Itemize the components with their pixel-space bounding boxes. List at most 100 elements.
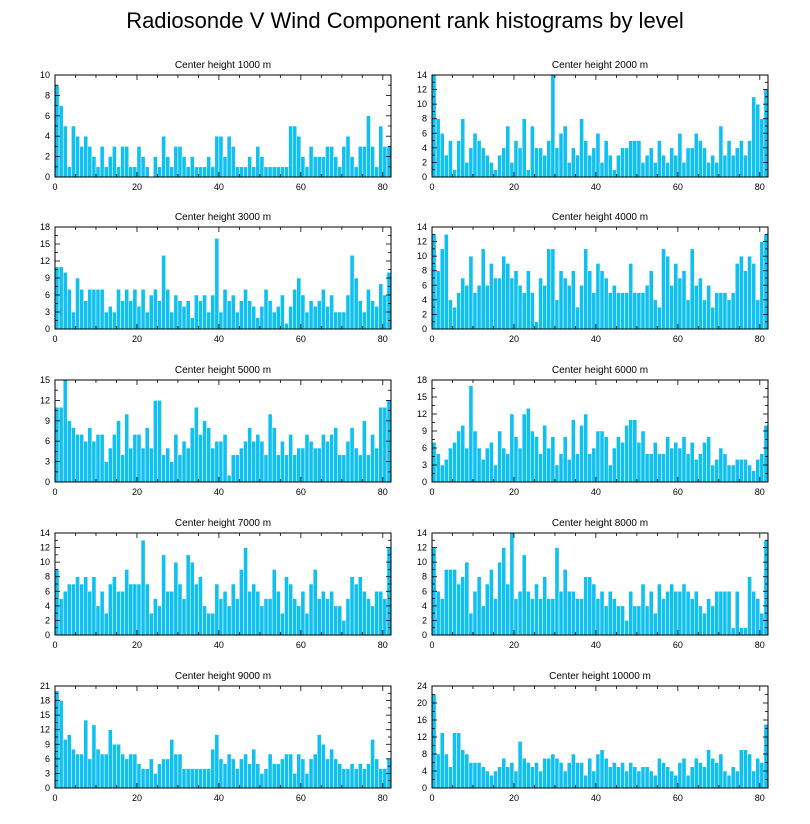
histogram-bar xyxy=(189,768,195,789)
histogram-bar xyxy=(108,729,113,789)
histogram-bar xyxy=(587,758,593,789)
histogram-bar xyxy=(644,154,650,178)
histogram-bar xyxy=(628,419,634,483)
y-tick-label: 9 xyxy=(422,426,427,436)
histogram-bar xyxy=(349,427,355,483)
histogram-bar xyxy=(337,166,343,178)
histogram-bar xyxy=(177,753,183,789)
histogram-bar xyxy=(439,248,445,330)
histogram-bar xyxy=(726,140,732,178)
histogram-bar xyxy=(571,147,576,178)
histogram-bar xyxy=(558,453,564,483)
x-tick-label: 0 xyxy=(52,182,57,192)
histogram-bar xyxy=(444,154,449,178)
histogram-bar xyxy=(79,434,84,483)
histogram-bar xyxy=(321,591,326,636)
histogram-bar xyxy=(501,758,507,789)
histogram-bar xyxy=(763,724,769,789)
histogram-bar xyxy=(206,427,211,483)
histogram-bar xyxy=(136,306,142,330)
histogram-bar xyxy=(665,436,670,483)
panel-title: Center height 7000 m xyxy=(175,518,271,529)
histogram-bar xyxy=(112,146,117,178)
histogram-bar xyxy=(644,766,650,789)
histogram-bar xyxy=(71,427,76,483)
histogram-bar xyxy=(747,464,752,483)
histogram-bar xyxy=(669,447,675,483)
histogram-bar xyxy=(620,762,625,789)
histogram-bar xyxy=(206,311,211,330)
histogram-bar xyxy=(493,770,498,789)
histogram-bar xyxy=(710,605,715,636)
histogram-bar xyxy=(480,766,486,789)
histogram-bar xyxy=(226,753,232,789)
histogram-bar xyxy=(706,436,711,483)
histogram-bar xyxy=(530,766,535,789)
histogram-bar xyxy=(239,569,244,636)
histogram-bar xyxy=(226,474,232,483)
x-tick-label: 60 xyxy=(296,334,306,344)
x-tick-label: 80 xyxy=(378,793,388,803)
histogram-bar xyxy=(530,125,535,178)
histogram-bar xyxy=(702,612,707,636)
histogram-bar xyxy=(730,154,736,178)
histogram-bar xyxy=(501,255,507,330)
histogram-bar xyxy=(591,447,597,483)
histogram-bar xyxy=(280,166,285,178)
histogram-bar xyxy=(693,285,699,330)
histogram-bar xyxy=(87,591,93,636)
histogram-bar xyxy=(476,447,482,483)
histogram-bar xyxy=(370,146,375,178)
histogram-bar xyxy=(218,598,224,636)
histogram-bar xyxy=(124,758,130,789)
y-tick-label: 6 xyxy=(422,443,427,453)
panel-title: Center height 4000 m xyxy=(552,212,648,223)
y-tick-label: 8 xyxy=(422,572,427,582)
histogram-bar xyxy=(685,775,691,789)
y-tick-label: 15 xyxy=(40,375,50,385)
histogram-bar xyxy=(632,605,638,636)
x-tick-label: 40 xyxy=(591,334,601,344)
histogram-bar xyxy=(329,748,334,789)
histogram-bar xyxy=(538,770,543,789)
histogram-bar xyxy=(112,311,117,330)
histogram-bar xyxy=(194,166,199,178)
histogram-bar xyxy=(120,753,125,789)
y-tick-label: 9 xyxy=(45,739,50,749)
histogram-panel-9: Center height 9000 m 0 20 40 60 80 0 3 6 9 12 15 18 2… xyxy=(40,671,392,803)
histogram-bar xyxy=(571,419,576,483)
histogram-bar xyxy=(144,583,150,636)
histogram-bar xyxy=(452,442,457,483)
histogram-bar xyxy=(239,166,244,178)
histogram-bar xyxy=(198,434,203,483)
histogram-bar xyxy=(87,146,93,178)
histogram-bar xyxy=(591,770,597,789)
histogram-bar xyxy=(333,156,338,178)
histogram-bar xyxy=(513,436,519,483)
y-tick-label: 3 xyxy=(422,460,427,470)
histogram-bar xyxy=(300,156,306,178)
y-tick-label: 2 xyxy=(422,309,427,319)
histogram-bar xyxy=(321,744,326,789)
histogram-bar xyxy=(271,427,277,483)
histogram-bar xyxy=(120,591,125,636)
histogram-bar xyxy=(280,758,285,789)
histogram-bar xyxy=(472,430,478,483)
histogram-panel-4: Center height 4000 m 0 20 40 60 80 0 2 4 6 8 10 12 14 xyxy=(417,212,769,344)
histogram-bar xyxy=(575,154,580,178)
histogram-bar xyxy=(161,554,166,636)
histogram-bar xyxy=(706,749,711,789)
histogram-bar xyxy=(267,598,273,636)
histogram-bar xyxy=(251,306,257,330)
x-tick-label: 20 xyxy=(132,182,142,192)
histogram-bar xyxy=(333,311,338,330)
y-tick-label: 12 xyxy=(40,256,50,266)
y-tick-label: 20 xyxy=(417,698,427,708)
histogram-bar xyxy=(271,569,277,636)
histogram-bar xyxy=(485,583,490,636)
histogram-bar xyxy=(710,306,715,330)
histogram-bar xyxy=(337,763,343,789)
histogram-bar xyxy=(83,300,89,330)
histogram-bar xyxy=(255,763,261,789)
histogram-bar xyxy=(452,569,457,636)
